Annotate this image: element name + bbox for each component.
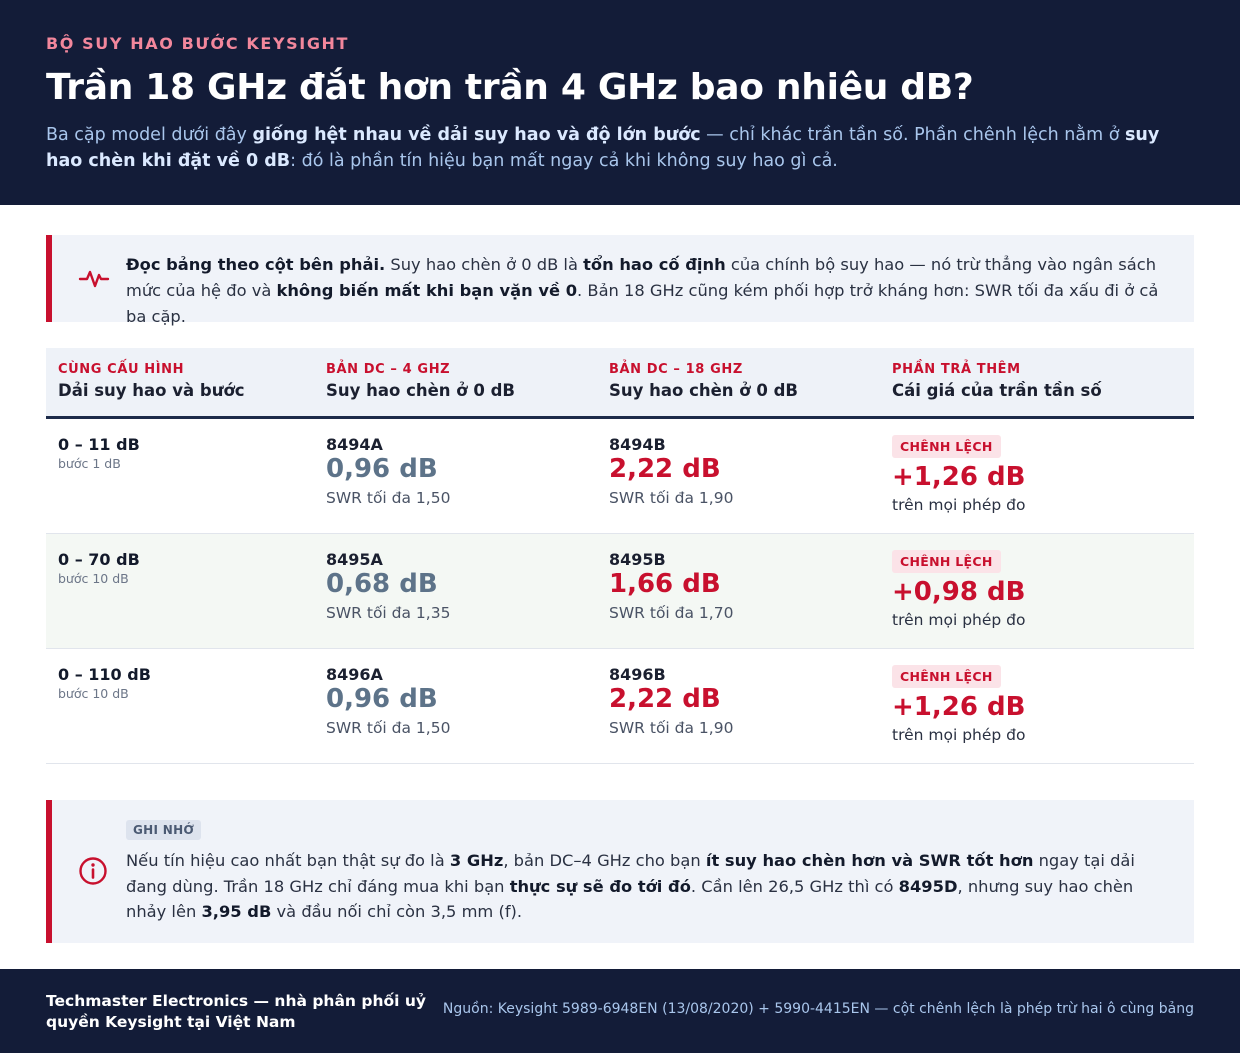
header-config: CÙNG CẤU HÌNH Dải suy hao và bước xyxy=(58,362,245,400)
table-header: CÙNG CẤU HÌNH Dải suy hao và bước BẢN DC… xyxy=(46,348,1194,419)
config-cell: 0 – 70 dB bước 10 dB xyxy=(58,550,140,586)
low-band-cell: 8494A 0,96 dB SWR tối đa 1,50 xyxy=(326,435,451,507)
emphasis-text: giống hệt nhau về dải suy hao và độ lớn … xyxy=(252,125,701,145)
config-cell: 0 – 110 dB bước 10 dB xyxy=(58,665,151,701)
remember-badge: GHI NHỚ xyxy=(126,820,202,840)
emphasis-text: 3,95 dB xyxy=(201,902,272,921)
table-row: 0 – 110 dB bước 10 dB 8496A 0,96 dB SWR … xyxy=(46,649,1194,764)
distributor-credit: Techmaster Electronics — nhà phân phối u… xyxy=(46,992,426,1031)
eyebrow: BỘ SUY HAO BƯỚC KEYSIGHT xyxy=(46,34,350,53)
body-text: . Cần lên 26,5 GHz thì có xyxy=(690,876,899,896)
table-row: 0 – 70 dB bước 10 dB 8495A 0,68 dB SWR t… xyxy=(46,534,1194,649)
read-table-callout: Đọc bảng theo cột bên phải. Suy hao chèn… xyxy=(46,235,1194,326)
body-text: , bản DC–4 GHz cho bạn xyxy=(503,851,706,870)
intro-paragraph: Ba cặp model dưới đây giống hệt nhau về … xyxy=(46,122,1194,174)
config-cell: 0 – 11 dB bước 1 dB xyxy=(58,435,140,471)
diff-cell: CHÊNH LỆCH +1,26 dB trên mọi phép đo xyxy=(892,435,1026,514)
diff-badge: CHÊNH LỆCH xyxy=(892,665,1001,688)
body-text: — chỉ khác trần tần số. Phần chênh lệch … xyxy=(700,125,1125,145)
header: BỘ SUY HAO BƯỚC KEYSIGHT Trần 18 GHz đắt… xyxy=(0,0,1240,205)
emphasis-text: ít suy hao chèn hơn và SWR tốt hơn xyxy=(705,851,1034,870)
body-text: Nếu tín hiệu cao nhất bạn thật sự đo là xyxy=(126,851,450,870)
comparison-table: CÙNG CẤU HÌNH Dải suy hao và bước BẢN DC… xyxy=(46,348,1194,764)
pulse-icon xyxy=(78,264,110,292)
info-icon xyxy=(78,856,108,886)
body-text: và đầu nối chỉ còn 3,5 mm (f). xyxy=(271,902,523,921)
body-text: Ba cặp model dưới đây xyxy=(46,125,253,145)
emphasis-text: tổn hao cố định xyxy=(583,255,726,274)
low-band-cell: 8495A 0,68 dB SWR tối đa 1,35 xyxy=(326,550,451,622)
emphasis-text: thực sự sẽ đo tới đó xyxy=(509,876,691,896)
header-extra-cost: PHẦN TRẢ THÊM Cái giá của trần tần số xyxy=(892,362,1102,400)
high-band-cell: 8494B 2,22 dB SWR tối đa 1,90 xyxy=(609,435,734,507)
footer: Techmaster Electronics — nhà phân phối u… xyxy=(0,969,1240,1053)
body-text: của chính bộ suy hao — nó trừ thẳng vào … xyxy=(126,255,1157,300)
high-band-cell: 8495B 1,66 dB SWR tối đa 1,70 xyxy=(609,550,734,622)
diff-cell: CHÊNH LỆCH +1,26 dB trên mọi phép đo xyxy=(892,665,1026,744)
diff-cell: CHÊNH LỆCH +0,98 dB trên mọi phép đo xyxy=(892,550,1026,629)
emphasis-text: suy hao chèn khi đặt về 0 dB xyxy=(46,125,1160,171)
diff-badge: CHÊNH LỆCH xyxy=(892,435,1001,458)
low-band-cell: 8496A 0,96 dB SWR tối đa 1,50 xyxy=(326,665,451,737)
header-18ghz: BẢN DC – 18 GHZ Suy hao chèn ở 0 dB xyxy=(609,362,798,400)
emphasis-text: Đọc bảng theo cột bên phải. xyxy=(126,255,386,274)
body-text: Suy hao chèn ở 0 dB là xyxy=(385,255,584,274)
diff-badge: CHÊNH LỆCH xyxy=(892,550,1001,573)
read-table-text: Đọc bảng theo cột bên phải. Suy hao chèn… xyxy=(126,252,1166,330)
high-band-cell: 8496B 2,22 dB SWR tối đa 1,90 xyxy=(609,665,734,737)
body-text: , nhưng suy hao chèn nhảy lên xyxy=(126,876,1134,922)
header-4ghz: BẢN DC – 4 GHZ Suy hao chèn ở 0 dB xyxy=(326,362,515,400)
body-text: ngay tại dải đang dùng. Trần 18 GHz chỉ … xyxy=(126,851,1135,896)
emphasis-text: 8495D xyxy=(898,876,958,896)
emphasis-text: không biến mất khi bạn vặn về 0 xyxy=(276,281,578,300)
source-note: Nguồn: Keysight 5989-6948EN (13/08/2020)… xyxy=(442,1001,1194,1017)
emphasis-text: 3 GHz xyxy=(449,851,504,870)
page-title: Trần 18 GHz đắt hơn trần 4 GHz bao nhiêu… xyxy=(46,67,974,108)
table-row: 0 – 11 dB bước 1 dB 8494A 0,96 dB SWR tố… xyxy=(46,419,1194,534)
body-text: : đó là phần tín hiệu bạn mất ngay cả kh… xyxy=(290,151,838,171)
remember-text: Nếu tín hiệu cao nhất bạn thật sự đo là … xyxy=(126,848,1166,925)
body-text: . Bản 18 GHz cũng kém phối hợp trở kháng… xyxy=(126,281,1159,326)
remember-callout: GHI NHỚ Nếu tín hiệu cao nhất bạn thật s… xyxy=(46,800,1194,943)
